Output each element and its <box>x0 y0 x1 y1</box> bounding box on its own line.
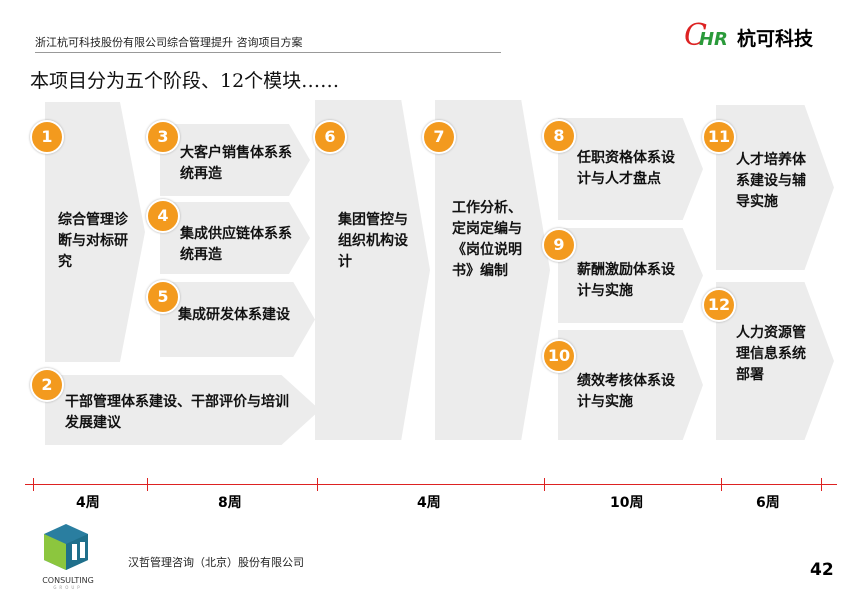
module-arrow-9 <box>558 228 703 323</box>
timeline-tick <box>33 478 34 491</box>
module-arrow-10 <box>558 330 703 440</box>
module-badge-1: 1 <box>30 120 64 154</box>
module-arrow-3 <box>160 124 310 196</box>
doc-title: 浙江杭可科技股份有限公司综合管理提升 咨询项目方案 <box>35 36 303 49</box>
timeline-tick <box>721 478 722 491</box>
duration-stage-1: 4周 <box>76 495 100 511</box>
duration-stage-2: 8周 <box>218 495 242 511</box>
module-badge-10: 10 <box>542 339 576 373</box>
module-arrow-11 <box>716 105 834 270</box>
module-label-3: 大客户销售体系系统再造 <box>180 145 292 182</box>
module-badge-9: 9 <box>542 228 576 262</box>
module-badge-4: 4 <box>146 199 180 233</box>
module-label-6: 集团管控与组织机构设计 <box>338 212 408 270</box>
module-label-2: 干部管理体系建设、干部评价与培训发展建议 <box>65 394 289 431</box>
module-label-10: 绩效考核体系设计与实施 <box>577 373 675 410</box>
duration-stage-4: 10周 <box>610 495 644 511</box>
module-badge-6: 6 <box>313 120 347 154</box>
module-badge-2: 2 <box>30 368 64 402</box>
duration-stage-3: 4周 <box>417 495 441 511</box>
timeline-tick <box>317 478 318 491</box>
footer-company: 汉哲管理咨询（北京）股份有限公司 <box>128 556 304 569</box>
timeline-tick <box>821 478 822 491</box>
cube-logo-icon <box>44 524 88 570</box>
timeline-tick <box>544 478 545 491</box>
module-badge-3: 3 <box>146 120 180 154</box>
module-label-8: 任职资格体系设计与人才盘点 <box>577 150 675 187</box>
module-label-5: 集成研发体系建设 <box>178 307 290 323</box>
header-divider <box>35 52 501 53</box>
logo-c-icon: C <box>684 18 707 53</box>
module-badge-7: 7 <box>422 120 456 154</box>
stage-arrow-7 <box>435 100 550 440</box>
module-label-7: 工作分析、定岗定编与《岗位说明书》编制 <box>452 200 522 279</box>
module-arrow-5 <box>160 282 315 357</box>
module-badge-8: 8 <box>542 119 576 153</box>
page-title: 本项目分为五个阶段、12个模块…… <box>30 70 340 92</box>
consulting-logo: CONSULTING GROUP <box>38 522 98 590</box>
module-label-9: 薪酬激励体系设计与实施 <box>577 262 675 299</box>
timeline-line <box>25 484 837 485</box>
duration-stage-5: 6周 <box>756 495 780 511</box>
module-badge-12: 12 <box>702 288 736 322</box>
timeline-tick <box>147 478 148 491</box>
page-number: 42 <box>810 560 834 580</box>
module-badge-11: 11 <box>702 120 736 154</box>
module-label-4: 集成供应链体系系统再造 <box>180 226 292 263</box>
module-label-11: 人才培养体系建设与辅导实施 <box>736 152 806 210</box>
module-badge-5: 5 <box>146 280 180 314</box>
module-arrow-8 <box>558 118 703 220</box>
module-label-1: 综合管理诊断与对标研究 <box>58 212 128 270</box>
module-label-12: 人力资源管理信息系统部署 <box>736 325 806 383</box>
module-arrow-2 <box>45 375 320 445</box>
module-arrow-4 <box>160 202 310 274</box>
chr-logo: CHR 杭可科技 <box>684 18 814 53</box>
